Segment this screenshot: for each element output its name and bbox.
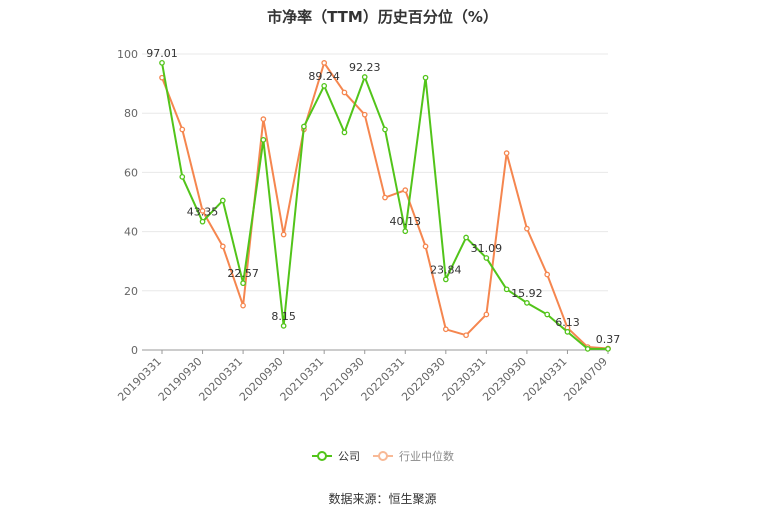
data-point-industry-median (483, 311, 490, 318)
x-tick-label: 20240709 (561, 355, 610, 404)
data-label: 23.84 (430, 263, 462, 276)
data-point-company (382, 126, 388, 133)
legend: 公司 行业中位数 (0, 446, 765, 466)
data-point-company (442, 276, 449, 283)
chart-title: 市净率（TTM）历史百分位（%） (267, 8, 498, 26)
data-point-company (219, 197, 226, 204)
data-point-company (301, 123, 307, 130)
legend-label-company: 公司 (338, 450, 360, 463)
series-line-industry-median (161, 61, 609, 350)
data-point-company (503, 286, 510, 293)
data-point-company (584, 346, 591, 352)
data-point-company (280, 323, 287, 329)
legend-item-industry-median[interactable]: 行业中位数 (372, 448, 454, 464)
legend-line-icon-company (312, 451, 332, 461)
data-label: 43.35 (187, 206, 219, 219)
data-point-industry-median (219, 243, 226, 250)
data-point-industry-median (199, 208, 206, 214)
data-point-company (240, 280, 246, 287)
data-point-industry-median (280, 231, 287, 238)
data-point-industry-median (179, 126, 186, 133)
legend-item-company[interactable]: 公司 (311, 448, 360, 464)
data-point-industry-median (341, 89, 348, 96)
data-point-company (179, 173, 186, 180)
data-point-industry-median (524, 225, 530, 232)
data-label: 92.23 (349, 61, 381, 74)
data-label: 40.13 (390, 215, 422, 228)
data-point-industry-median (240, 302, 246, 309)
y-tick-label: 20 (124, 285, 138, 298)
data-point-company (483, 255, 490, 261)
data-label: 97.01 (146, 47, 178, 60)
data-point-company (159, 60, 165, 66)
data-point-company (361, 74, 368, 80)
data-point-industry-median (422, 243, 429, 250)
data-labels: 97.01 43.35 22.57 8.15 89.24 92.23 40.13 23.84 3… (146, 47, 620, 346)
data-point-company (341, 129, 348, 136)
grid-lines (142, 53, 608, 292)
data-point-company (199, 218, 206, 225)
data-label: 6.13 (555, 316, 580, 329)
data-point-company (463, 234, 469, 241)
series-line-company (161, 62, 608, 350)
y-tick-label: 100 (117, 48, 138, 61)
legend-line-icon-industry (373, 451, 393, 461)
data-label: 8.15 (271, 310, 296, 323)
data-label: 89.24 (308, 70, 340, 83)
y-tick-label: 0 (131, 344, 138, 357)
data-point-industry-median (382, 194, 388, 201)
data-point-company (260, 136, 267, 143)
data-point-industry-median (544, 271, 551, 278)
data-point-company (544, 311, 551, 318)
data-point-company (402, 228, 409, 235)
data-point-industry-median (463, 332, 469, 339)
data-label: 22.57 (227, 267, 259, 280)
data-point-company (524, 300, 530, 306)
legend-label-industry-median: 行业中位数 (399, 450, 454, 463)
data-label: 15.92 (511, 287, 543, 300)
y-tick-label: 60 (124, 166, 138, 179)
y-tick-label: 80 (124, 107, 138, 120)
data-label: 31.09 (471, 242, 503, 255)
y-tick-label: 40 (124, 226, 138, 239)
data-source: 数据来源：恒生聚源 (328, 492, 437, 506)
data-point-industry-median (503, 150, 510, 157)
data-point-industry-median (260, 116, 267, 122)
data-point-company (564, 329, 571, 335)
data-point-industry-median (402, 187, 409, 194)
data-point-company (605, 346, 611, 352)
series (159, 60, 611, 352)
data-label: 0.37 (596, 333, 621, 346)
data-point-industry-median (442, 326, 449, 333)
data-point-company (422, 74, 429, 81)
data-point-industry-median (361, 111, 368, 118)
axes: 0204060801002019033120190930202003312020… (115, 48, 610, 404)
data-point-company (321, 82, 328, 89)
data-point-industry-median (321, 60, 328, 66)
